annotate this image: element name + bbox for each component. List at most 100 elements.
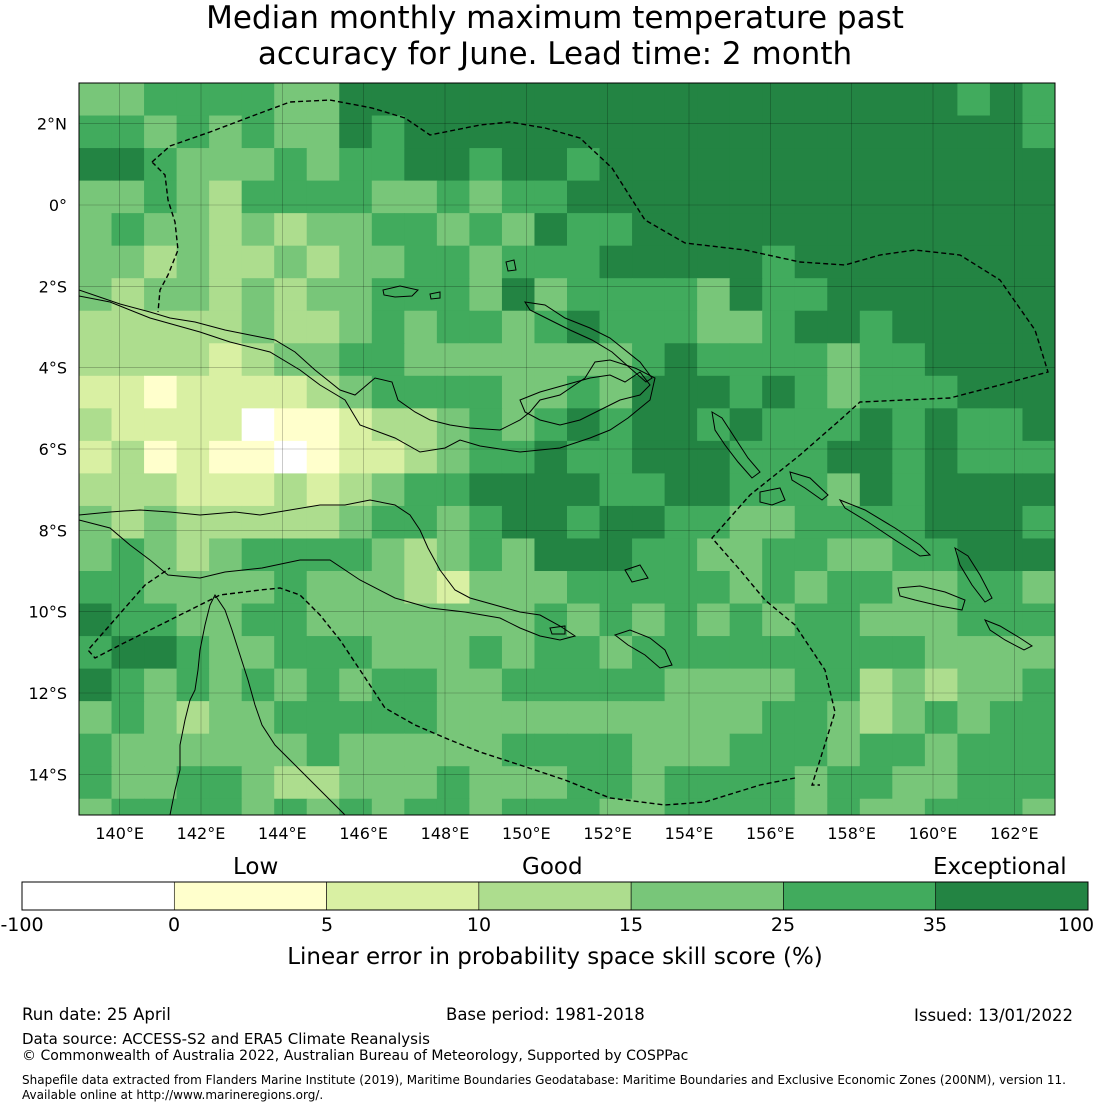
grid-cell (924, 213, 958, 247)
grid-cell (469, 115, 503, 149)
grid-cell (664, 408, 698, 442)
grid-cell (176, 505, 210, 540)
grid-cell (599, 538, 633, 572)
grid-cell (664, 636, 698, 670)
grid-cell (827, 571, 861, 605)
grid-cell (729, 603, 763, 637)
grid-cell (339, 180, 373, 214)
grid-cell (1055, 799, 1088, 832)
grid-cell (111, 213, 145, 247)
grid-cell (404, 310, 438, 344)
grid-cell (567, 115, 601, 149)
grid-cell (436, 343, 470, 377)
grid-cell (859, 473, 893, 507)
coastlines (79, 259, 1033, 815)
grid-cell (632, 505, 666, 540)
grid-cell (762, 505, 796, 540)
grid-cell (306, 408, 340, 442)
grid-cell (436, 440, 470, 474)
grid-cell (111, 408, 145, 442)
grid-cell (469, 798, 503, 815)
grid-cell (1055, 311, 1088, 344)
grid-cell (469, 538, 503, 572)
grid-cell (697, 180, 731, 214)
grid-cell (436, 83, 470, 117)
grid-cell (144, 375, 178, 409)
grid-cell (534, 310, 568, 344)
grid-cell (339, 766, 373, 800)
grid-cell (176, 213, 210, 247)
grid-cell (892, 440, 926, 474)
grid-cell (1055, 669, 1088, 702)
grid-cell (729, 83, 763, 117)
grid-cell (436, 505, 470, 540)
grid-cell (762, 473, 796, 507)
grid-cell (567, 538, 601, 572)
grid-cell (989, 180, 1024, 214)
grid-cell (827, 310, 861, 344)
grid-cell (274, 505, 308, 540)
grid-cell (274, 180, 308, 214)
grid-cell (1055, 636, 1088, 669)
grid-cell (892, 668, 926, 702)
grid-cell (241, 668, 275, 702)
grid-cell (989, 408, 1024, 442)
grid-cell (892, 798, 926, 815)
grid-cell (827, 538, 861, 572)
grid-cell (469, 440, 503, 474)
grid-cell (989, 766, 1024, 800)
grid-cell (794, 505, 828, 540)
grid-cell (892, 505, 926, 540)
grid-cell (762, 245, 796, 279)
grid-cell (762, 278, 796, 312)
colorbar-swatch (326, 881, 480, 911)
grid-cell (827, 180, 861, 214)
grid-cell (1055, 766, 1088, 799)
latitude-tick-label: 8°S (39, 521, 67, 540)
colorbar-tick: 35 (922, 914, 948, 936)
grid-cell (339, 343, 373, 377)
grid-cell (371, 115, 405, 149)
grid-cell (79, 668, 113, 702)
grid-cell (859, 766, 893, 800)
skill-grid (79, 83, 1088, 832)
grid-cell (469, 148, 503, 182)
grid-cell (794, 408, 828, 442)
grid-cell (339, 375, 373, 409)
grid-cell (957, 148, 991, 182)
grid-cell (144, 310, 178, 344)
grid-cell (827, 115, 861, 149)
grid-cell (762, 571, 796, 605)
colorbar-tick: 5 (320, 914, 334, 936)
grid-cell (144, 148, 178, 182)
grid-cell (274, 83, 308, 117)
grid-cell (697, 213, 731, 247)
grid-cell (306, 636, 340, 670)
grid-cell (241, 701, 275, 735)
grid-cell (794, 798, 828, 815)
grid-cell (762, 668, 796, 702)
grid-cell (827, 701, 861, 735)
colorbar-frame (21, 881, 1089, 911)
grid-cell (827, 213, 861, 247)
grid-cell (501, 213, 536, 247)
copyright: © Commonwealth of Australia 2022, Austra… (22, 1048, 689, 1064)
grid-cell (827, 505, 861, 540)
grid-cell (762, 701, 796, 735)
grid-cell (664, 180, 698, 214)
grid-cell (794, 148, 828, 182)
grid-cell (79, 310, 113, 344)
grid-cell (827, 408, 861, 442)
grid-cell (501, 408, 536, 442)
grid-cell (241, 343, 275, 377)
grid-cell (762, 538, 796, 572)
grid-cell (762, 766, 796, 800)
grid-cell (1055, 506, 1088, 539)
grid-cell (892, 213, 926, 247)
grid-cell (632, 733, 666, 767)
grid-cell (1022, 766, 1055, 800)
grid-cell (371, 213, 405, 247)
grid-cell (599, 440, 633, 474)
grid-cell (794, 115, 828, 149)
grid-cell (924, 733, 958, 767)
